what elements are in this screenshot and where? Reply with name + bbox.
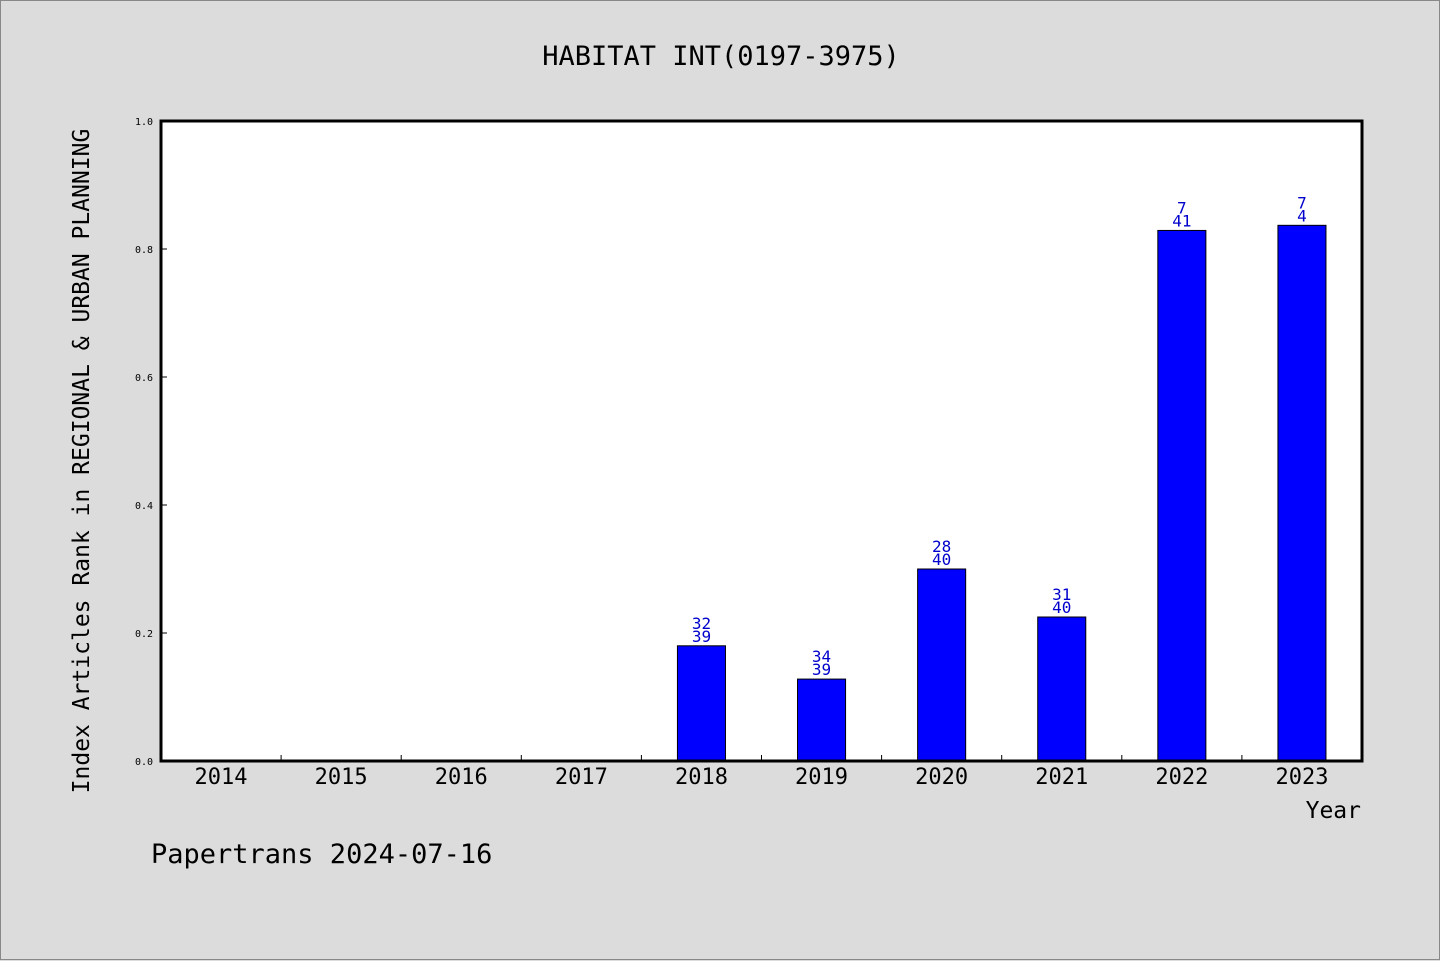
total-label: 4: [1297, 206, 1307, 225]
rank-label: 31: [1052, 585, 1071, 604]
bar-2023: [1277, 224, 1327, 762]
y-tick-label: 0.2: [135, 629, 153, 640]
x-axis: 2014 2015 2016 2017 2018 2019 2020 2021 2022 2023: [195, 755, 1328, 790]
x-tick-label: 2019: [795, 765, 848, 790]
rank-label: 32: [692, 614, 711, 633]
x-tick-label: 2015: [315, 765, 368, 790]
rank-label: 34: [812, 647, 831, 666]
x-axis-label: Year: [1306, 798, 1361, 824]
rank-label: 7: [1177, 198, 1187, 217]
bar-2021: [1037, 616, 1087, 762]
x-tick-label: 2014: [195, 765, 248, 790]
x-tick-label: 2016: [435, 765, 488, 790]
rank-label: 7: [1297, 193, 1307, 212]
chart-title: HABITAT INT(0197-3975): [542, 41, 900, 72]
y-tick-label: 0.8: [135, 245, 153, 256]
plot-border: [159, 119, 1364, 763]
y-tick-label: 0.4: [135, 501, 153, 512]
total-label: 40: [932, 550, 951, 569]
x-tick-label: 2023: [1275, 765, 1328, 790]
bar-series: [676, 224, 1327, 762]
x-tick-label: 2018: [675, 765, 728, 790]
x-tick-label: 2020: [915, 765, 968, 790]
total-label: 39: [692, 627, 711, 646]
footer-credit: Papertrans 2024-07-16: [151, 839, 492, 870]
x-tick-label: 2022: [1155, 765, 1208, 790]
y-axis-label: Index Articles Rank in REGIONAL & URBAN …: [69, 129, 95, 794]
rank-label: 28: [932, 537, 951, 556]
x-tick-label: 2017: [555, 765, 608, 790]
bar-2019: [797, 678, 847, 762]
bar-2018: [676, 645, 726, 762]
y-tick-label: 0.0: [135, 757, 153, 768]
bar-2022: [1157, 229, 1207, 762]
y-tick-label: 1.0: [135, 117, 153, 128]
y-tick-label: 0.6: [135, 373, 153, 384]
x-tick-label: 2021: [1035, 765, 1088, 790]
total-label: 39: [812, 660, 831, 679]
total-label: 40: [1052, 598, 1071, 617]
bar-2020: [917, 568, 967, 762]
total-label: 41: [1172, 211, 1191, 230]
